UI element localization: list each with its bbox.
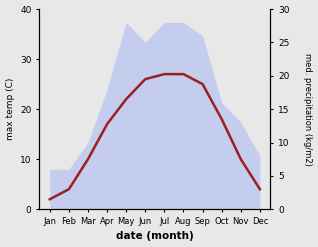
Y-axis label: med. precipitation (kg/m2): med. precipitation (kg/m2): [303, 53, 313, 165]
X-axis label: date (month): date (month): [116, 231, 194, 242]
Y-axis label: max temp (C): max temp (C): [5, 78, 15, 140]
